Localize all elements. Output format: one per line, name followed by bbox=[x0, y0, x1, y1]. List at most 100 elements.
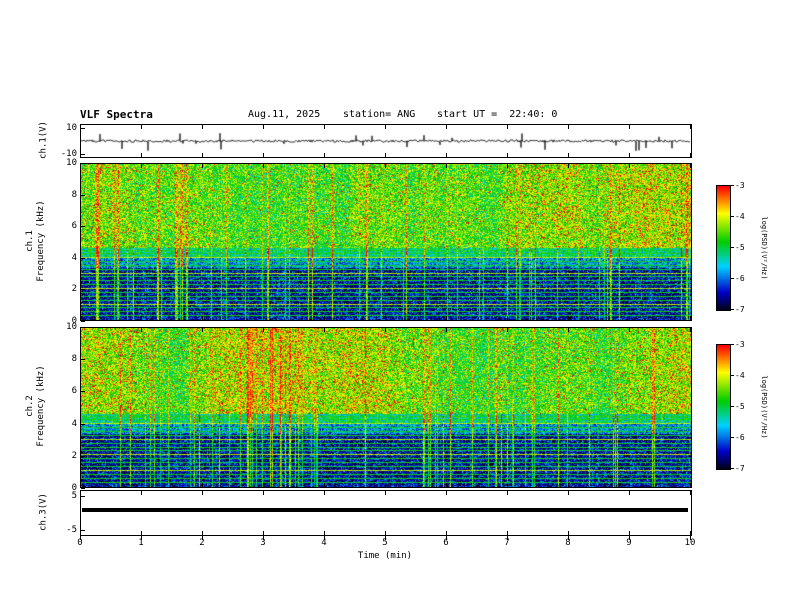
x-tick-mark-spec2 bbox=[385, 328, 386, 332]
spec2-axis-label: ch.2 Frequency (kHz) bbox=[25, 365, 47, 446]
y-tick-label-spec1: 10 bbox=[66, 158, 77, 168]
x-tick-label: 3 bbox=[260, 538, 266, 548]
x-tick-mark-ch3 bbox=[263, 531, 264, 535]
x-tick-mark-ch3 bbox=[568, 491, 569, 495]
ch2-spectrogram-canvas bbox=[81, 328, 691, 487]
x-tick-mark-spec2 bbox=[141, 328, 142, 332]
x-tick-mark-ch1 bbox=[80, 153, 81, 157]
y-tick-label-spec2: 8 bbox=[71, 354, 77, 365]
y-tick-label-ch1: -10 bbox=[60, 149, 77, 160]
x-tick-mark-ch1 bbox=[202, 153, 203, 157]
x-tick-label: 9 bbox=[626, 538, 632, 548]
y-tick-label-spec2: 6 bbox=[71, 386, 77, 397]
x-tick-mark bbox=[507, 536, 508, 540]
x-axis-title: Time (min) bbox=[357, 551, 413, 561]
colorbar-tick-mark bbox=[731, 278, 734, 279]
x-tick-mark-ch3 bbox=[385, 531, 386, 535]
x-tick-label: 2 bbox=[199, 538, 205, 548]
x-tick-mark-ch1 bbox=[568, 125, 569, 129]
x-tick-mark-spec1 bbox=[141, 164, 142, 168]
x-tick-mark-ch1 bbox=[324, 153, 325, 157]
x-tick-mark-spec1 bbox=[507, 316, 508, 320]
x-tick-mark-ch3 bbox=[690, 531, 691, 535]
x-tick-mark bbox=[80, 536, 81, 540]
y-tick-mark-ch1 bbox=[81, 127, 85, 129]
y-tick-mark-spec1 bbox=[81, 163, 85, 164]
x-tick-mark-ch3 bbox=[324, 531, 325, 535]
x-tick-mark-ch3 bbox=[568, 531, 569, 535]
x-tick-mark-ch1 bbox=[629, 153, 630, 157]
x-tick-mark-ch3 bbox=[507, 531, 508, 535]
x-tick-label: 4 bbox=[321, 538, 327, 548]
x-tick-label: 0 bbox=[77, 538, 83, 548]
x-tick-mark-spec1 bbox=[507, 164, 508, 168]
spec1-channel-label: ch.1 bbox=[25, 230, 35, 252]
x-tick-mark-spec2 bbox=[629, 483, 630, 487]
colorbar-1-canvas bbox=[717, 186, 730, 310]
x-tick-mark-spec1 bbox=[629, 164, 630, 168]
x-tick-mark-spec2 bbox=[568, 328, 569, 332]
x-tick-mark-ch1 bbox=[690, 125, 691, 129]
x-tick-mark-spec1 bbox=[568, 316, 569, 320]
x-tick-label: 5 bbox=[382, 538, 388, 548]
y-tick-mark-spec2 bbox=[81, 455, 85, 457]
header-date: Aug.11, 2025 bbox=[248, 109, 321, 120]
y-tick-label-ch3: -5 bbox=[66, 525, 77, 536]
x-tick-mark-spec2 bbox=[690, 483, 691, 487]
colorbar-tick-label: -4 bbox=[735, 371, 745, 380]
colorbar-2-canvas bbox=[717, 345, 730, 469]
x-tick-mark-spec2 bbox=[202, 483, 203, 487]
x-tick-mark-ch3 bbox=[385, 491, 386, 495]
y-tick-label-ch1: 10 bbox=[66, 122, 77, 133]
x-tick-mark-spec2 bbox=[385, 483, 386, 487]
x-tick-mark-spec1 bbox=[324, 316, 325, 320]
y-tick-label-spec2: 10 bbox=[66, 322, 77, 332]
colorbar-tick-label: -3 bbox=[735, 340, 745, 349]
x-tick-mark-spec1 bbox=[80, 164, 81, 168]
ch3-signal-line bbox=[82, 507, 688, 512]
colorbar-tick-mark bbox=[731, 185, 734, 186]
x-tick-mark-ch3 bbox=[629, 491, 630, 495]
colorbar-tick-label: -5 bbox=[735, 243, 745, 252]
y-tick-label-ch3: 5 bbox=[71, 490, 77, 501]
y-tick-mark-spec1 bbox=[81, 321, 85, 322]
x-tick-mark-ch3 bbox=[446, 491, 447, 495]
y-tick-mark-spec1 bbox=[81, 194, 85, 196]
spec1-axis-label: ch.1 Frequency (kHz) bbox=[25, 200, 47, 281]
x-tick-mark-spec2 bbox=[263, 328, 264, 332]
x-tick-mark-spec2 bbox=[568, 483, 569, 487]
x-tick-mark-spec2 bbox=[507, 483, 508, 487]
y-tick-mark-spec2 bbox=[81, 327, 85, 328]
header-station: station= ANG bbox=[343, 109, 416, 120]
x-tick-mark-spec2 bbox=[324, 483, 325, 487]
y-tick-mark-spec1 bbox=[81, 226, 85, 228]
x-tick-mark bbox=[263, 536, 264, 540]
x-tick-mark-spec1 bbox=[263, 316, 264, 320]
x-tick-mark-spec1 bbox=[80, 316, 81, 320]
y-tick-mark-spec1 bbox=[81, 257, 85, 259]
colorbar-tick-mark bbox=[731, 216, 734, 217]
x-tick-mark-spec2 bbox=[80, 483, 81, 487]
y-tick-mark-spec2 bbox=[81, 391, 85, 393]
y-tick-mark-ch3 bbox=[81, 530, 85, 532]
x-tick-mark-spec2 bbox=[629, 328, 630, 332]
x-tick-mark-ch1 bbox=[141, 125, 142, 129]
colorbar-tick-mark bbox=[731, 375, 734, 376]
x-tick-mark-spec2 bbox=[690, 328, 691, 332]
x-tick-mark-ch3 bbox=[80, 531, 81, 535]
colorbar-2 bbox=[716, 344, 731, 470]
x-tick-mark-ch3 bbox=[690, 491, 691, 495]
x-tick-mark-ch1 bbox=[446, 153, 447, 157]
y-tick-mark-spec2 bbox=[81, 488, 85, 489]
colorbar-tick-label: -7 bbox=[735, 464, 745, 473]
x-tick-mark-ch1 bbox=[629, 125, 630, 129]
y-tick-mark-spec1 bbox=[81, 289, 85, 291]
x-tick-mark bbox=[690, 536, 691, 540]
spec2-frequency-label: Frequency (kHz) bbox=[36, 365, 46, 447]
x-tick-mark-ch3 bbox=[80, 491, 81, 495]
x-tick-mark-ch1 bbox=[385, 153, 386, 157]
x-tick-mark-ch1 bbox=[385, 125, 386, 129]
x-tick-mark-ch3 bbox=[507, 491, 508, 495]
x-tick-mark-ch1 bbox=[141, 153, 142, 157]
colorbar-tick-label: -6 bbox=[735, 274, 745, 283]
